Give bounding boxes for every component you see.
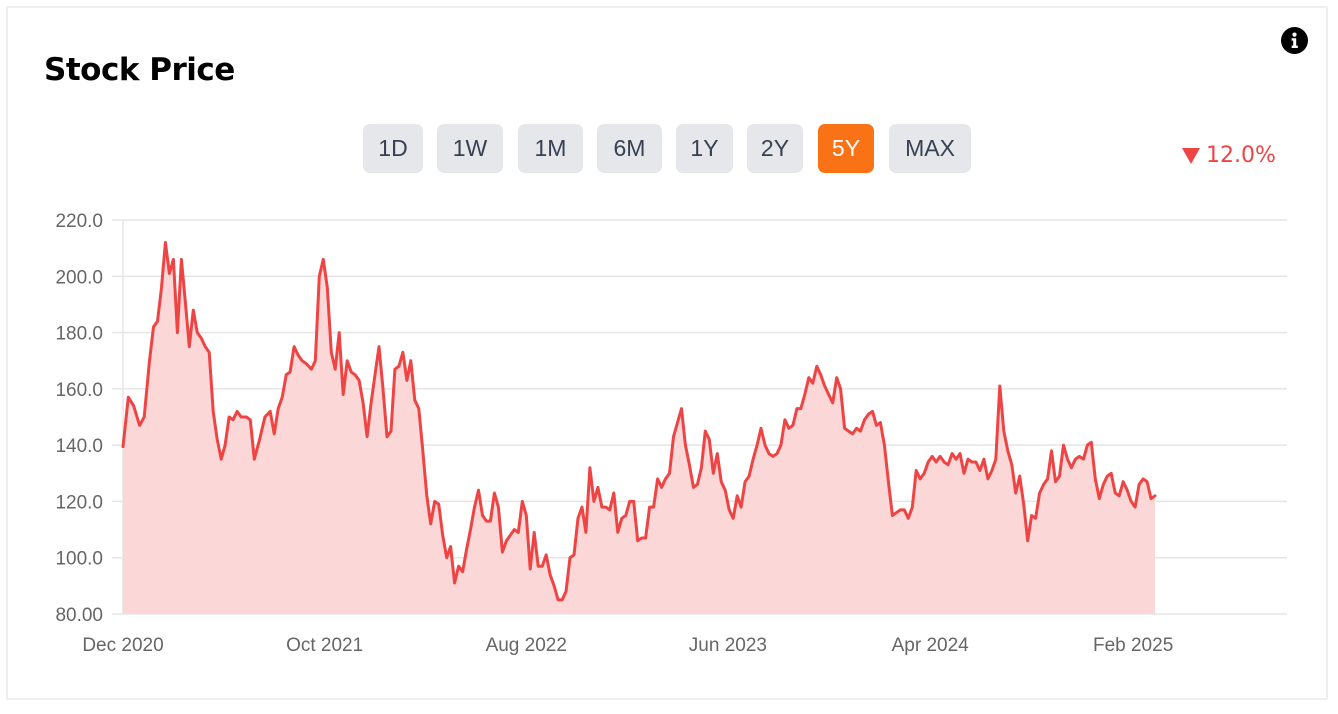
y-tick-label: 160.0 (55, 380, 103, 401)
y-tick-label: 80.00 (55, 605, 103, 626)
y-tick-label: 180.0 (55, 324, 103, 345)
range-button-max[interactable]: MAX (889, 124, 971, 173)
range-button-5y[interactable]: 5Y (818, 124, 874, 173)
y-tick-label: 120.0 (55, 492, 103, 513)
range-button-1m[interactable]: 1M (518, 124, 583, 173)
x-tick-label: Dec 2020 (82, 635, 163, 656)
x-tick-label: Feb 2025 (1093, 635, 1173, 656)
price-series-line (121, 241, 1157, 602)
range-button-2y[interactable]: 2Y (747, 124, 803, 173)
range-button-1w[interactable]: 1W (437, 124, 503, 173)
x-tick-label: Aug 2022 (486, 635, 567, 656)
range-button-6m[interactable]: 6M (597, 124, 662, 173)
range-button-1y[interactable]: 1Y (676, 124, 733, 173)
y-tick-label: 100.0 (55, 549, 103, 570)
y-tick-label: 140.0 (55, 436, 103, 457)
x-tick-label: Apr 2024 (892, 635, 970, 656)
range-button-1d[interactable]: 1D (363, 124, 423, 173)
x-tick-label: Oct 2021 (286, 635, 363, 656)
y-tick-label: 200.0 (55, 267, 103, 288)
price-area-fill (123, 242, 1155, 614)
price-change-value: 12.0% (1206, 143, 1276, 168)
y-tick-label: 220.0 (55, 211, 103, 232)
info-icon[interactable] (1281, 27, 1308, 54)
price-change-indicator: 12.0% (1182, 143, 1276, 168)
x-tick-label: Jun 2023 (689, 635, 767, 656)
page-title: Stock Price (44, 52, 235, 88)
down-triangle-icon (1182, 147, 1200, 164)
